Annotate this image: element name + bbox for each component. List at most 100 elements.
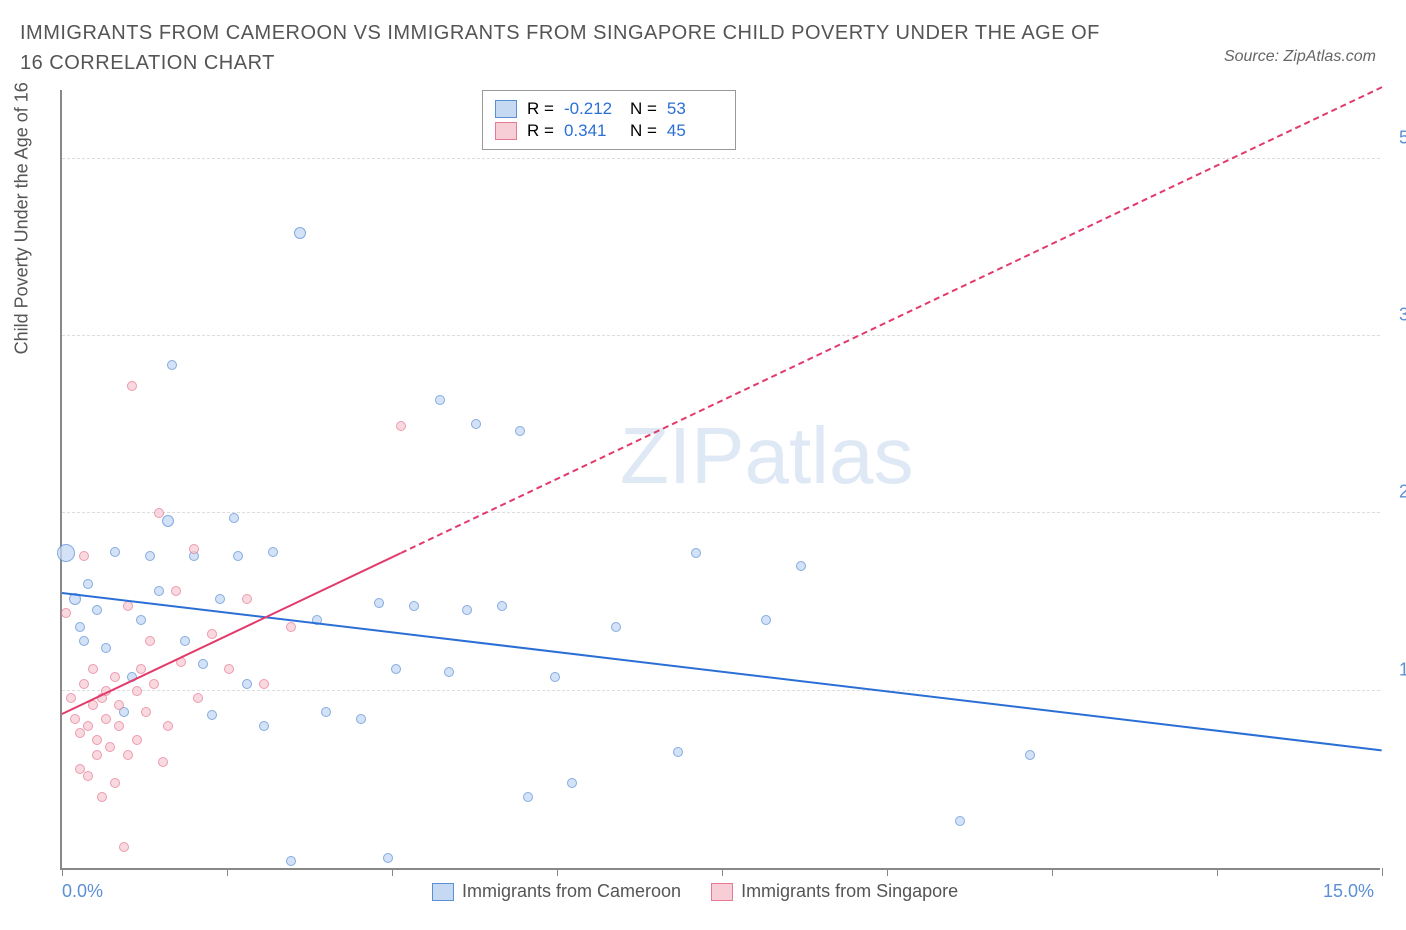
data-point — [955, 816, 965, 826]
data-point — [383, 853, 393, 863]
data-point — [294, 227, 306, 239]
data-point — [162, 515, 174, 527]
data-point — [92, 735, 102, 745]
legend-series-label: Immigrants from Singapore — [741, 881, 958, 902]
data-point — [92, 750, 102, 760]
legend-n-value: 45 — [667, 121, 723, 141]
legend-r-label: R = — [527, 121, 554, 141]
data-point — [70, 714, 80, 724]
legend-series: Immigrants from Cameroon Immigrants from … — [432, 881, 958, 902]
data-point — [132, 735, 142, 745]
data-point — [550, 672, 560, 682]
data-point — [114, 721, 124, 731]
data-point — [66, 693, 76, 703]
x-tick — [392, 868, 393, 876]
data-point — [163, 721, 173, 731]
data-point — [97, 792, 107, 802]
legend-n-label: N = — [630, 99, 657, 119]
watermark-atlas: atlas — [744, 411, 913, 500]
data-point — [158, 757, 168, 767]
data-point — [224, 664, 234, 674]
legend-r-label: R = — [527, 99, 554, 119]
data-point — [497, 601, 507, 611]
data-point — [132, 686, 142, 696]
data-point — [215, 594, 225, 604]
data-point — [268, 547, 278, 557]
data-point — [83, 771, 93, 781]
data-point — [75, 764, 85, 774]
legend-swatch — [495, 100, 517, 118]
legend-series-label: Immigrants from Cameroon — [462, 881, 681, 902]
x-tick — [1052, 868, 1053, 876]
data-point — [110, 547, 120, 557]
data-point — [242, 594, 252, 604]
data-point — [75, 622, 85, 632]
x-axis-min-label: 0.0% — [62, 881, 103, 902]
data-point — [523, 792, 533, 802]
chart-area: ZIPatlas Child Poverty Under the Age of … — [60, 90, 1380, 870]
x-tick — [227, 868, 228, 876]
data-point — [462, 605, 472, 615]
data-point — [145, 636, 155, 646]
x-tick — [1217, 868, 1218, 876]
data-point — [92, 605, 102, 615]
x-tick — [557, 868, 558, 876]
data-point — [761, 615, 771, 625]
source-attribution: Source: ZipAtlas.com — [1224, 48, 1376, 66]
legend-series-item: Immigrants from Cameroon — [432, 881, 681, 902]
data-point — [207, 710, 217, 720]
chart-title: IMMIGRANTS FROM CAMEROON VS IMMIGRANTS F… — [20, 18, 1120, 78]
y-tick-label: 50.0% — [1399, 127, 1406, 148]
legend-swatch — [495, 122, 517, 140]
x-tick — [1382, 868, 1383, 876]
data-point — [119, 842, 129, 852]
legend-n-value: 53 — [667, 99, 723, 119]
data-point — [180, 636, 190, 646]
data-point — [110, 672, 120, 682]
legend-r-value: -0.212 — [564, 99, 620, 119]
data-point — [356, 714, 366, 724]
data-point — [136, 615, 146, 625]
data-point — [149, 679, 159, 689]
data-point — [396, 421, 406, 431]
data-point — [207, 629, 217, 639]
data-point — [79, 636, 89, 646]
data-point — [154, 508, 164, 518]
data-point — [145, 551, 155, 561]
data-point — [198, 659, 208, 669]
data-point — [75, 728, 85, 738]
data-point — [114, 700, 124, 710]
data-point — [79, 551, 89, 561]
data-point — [259, 679, 269, 689]
data-point — [171, 586, 181, 596]
data-point — [105, 742, 115, 752]
data-point — [321, 707, 331, 717]
data-point — [242, 679, 252, 689]
legend-stats: R = -0.212 N = 53R = 0.341 N = 45 — [482, 90, 736, 150]
data-point — [673, 747, 683, 757]
y-tick-label: 37.5% — [1399, 305, 1406, 326]
data-point — [259, 721, 269, 731]
data-point — [154, 586, 164, 596]
data-point — [83, 579, 93, 589]
data-point — [471, 419, 481, 429]
data-point — [691, 548, 701, 558]
x-tick — [62, 868, 63, 876]
x-tick — [887, 868, 888, 876]
data-point — [435, 395, 445, 405]
watermark: ZIPatlas — [620, 410, 913, 502]
legend-r-value: 0.341 — [564, 121, 620, 141]
legend-stat-row: R = -0.212 N = 53 — [495, 99, 723, 119]
legend-series-item: Immigrants from Singapore — [711, 881, 958, 902]
gridline-h — [62, 158, 1380, 159]
data-point — [796, 561, 806, 571]
data-point — [391, 664, 401, 674]
y-tick-label: 25.0% — [1399, 482, 1406, 503]
x-axis-max-label: 15.0% — [1323, 881, 1374, 902]
data-point — [229, 513, 239, 523]
data-point — [101, 643, 111, 653]
data-point — [83, 721, 93, 731]
gridline-h — [62, 335, 1380, 336]
data-point — [409, 601, 419, 611]
data-point — [79, 679, 89, 689]
